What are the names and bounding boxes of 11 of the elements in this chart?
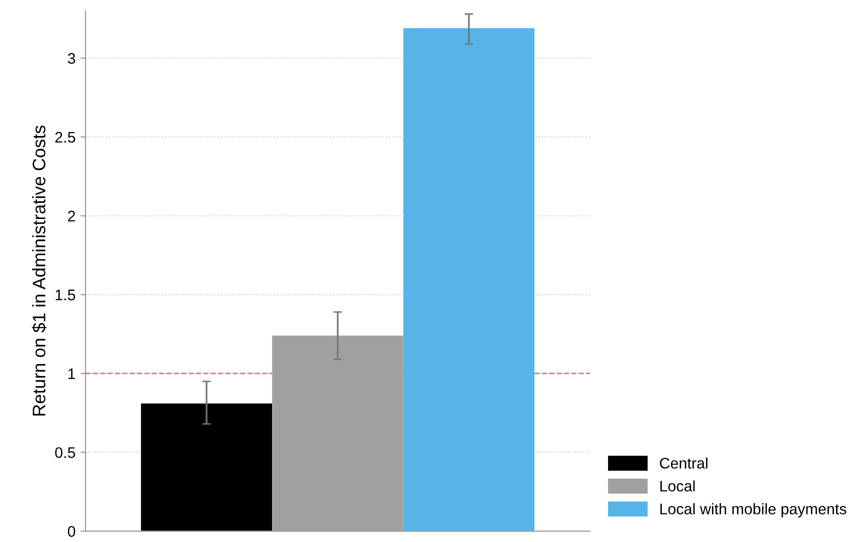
y-tick-label: 3 (68, 53, 76, 64)
y-axis-title: Return on $1 in Administrative Costs (32, 126, 46, 416)
legend-label: Local (660, 480, 695, 492)
y-tick-label: 2.5 (55, 132, 76, 143)
y-tick-label: 2 (68, 210, 76, 222)
legend-label: Local with mobile payments (660, 503, 846, 518)
legend-label: Central (660, 457, 708, 469)
y-tick-label: 1 (68, 368, 76, 380)
y-tick-label: 1.5 (56, 290, 76, 300)
y-tick-label: 0 (68, 526, 76, 537)
y-tick-label: 0.5 (55, 447, 76, 458)
